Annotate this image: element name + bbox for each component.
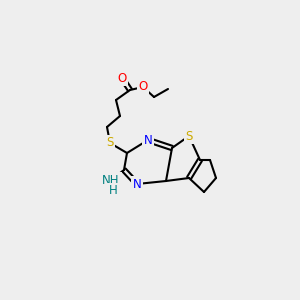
Text: N: N (133, 178, 141, 190)
Text: S: S (185, 130, 193, 142)
Text: NH: NH (102, 173, 120, 187)
Text: N: N (144, 134, 152, 146)
Text: O: O (117, 71, 127, 85)
Text: S: S (106, 136, 114, 149)
Text: H: H (109, 184, 117, 197)
Text: O: O (138, 80, 148, 94)
